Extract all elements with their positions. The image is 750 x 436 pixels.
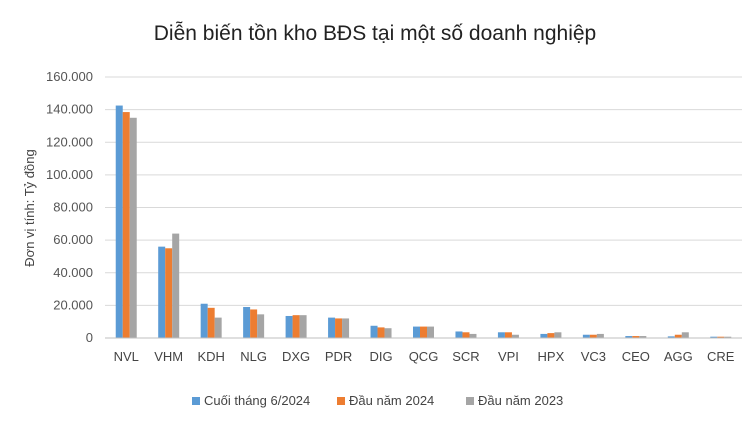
x-tick-label: QCG (409, 349, 439, 364)
bar-nlg-series-2 (250, 309, 258, 338)
bar-dig-series-2 (377, 327, 385, 338)
legend-label-1: Cuối tháng 6/2024 (204, 393, 310, 408)
bar-kdh-series-1 (200, 303, 208, 338)
y-tick-label: 160.000 (46, 69, 93, 84)
grid-layer (105, 76, 742, 306)
bar-vc3-series-3 (596, 333, 604, 338)
bar-pdr-series-1 (328, 317, 336, 338)
y-tick-label: 20.000 (53, 297, 93, 312)
bar-dxg-series-3 (299, 315, 307, 338)
bar-vc3-series-1 (582, 334, 590, 338)
legend-swatch-2 (337, 397, 345, 405)
bar-dig-series-1 (370, 325, 378, 338)
bar-cre-series-2 (717, 336, 725, 338)
bar-nvl-series-3 (129, 117, 137, 338)
legend-label-3: Đầu năm 2023 (478, 393, 563, 408)
bar-cre-series-1 (710, 336, 718, 338)
legend-swatch-3 (466, 397, 474, 405)
x-tick-label: VPI (498, 349, 519, 364)
bar-scr-series-3 (469, 333, 477, 338)
chart-title: Diễn biến tồn kho BĐS tại một số doanh n… (153, 22, 597, 45)
bar-ceo-series-2 (632, 336, 640, 338)
bar-hpx-series-2 (547, 333, 555, 338)
bar-vhm-series-1 (158, 246, 166, 338)
bar-agg-series-3 (681, 332, 689, 338)
bar-kdh-series-2 (207, 307, 215, 338)
y-tick-label: 60.000 (53, 232, 93, 247)
x-tick-label: DIG (369, 349, 392, 364)
bar-vhm-series-3 (172, 233, 180, 338)
x-tick-label: PDR (325, 349, 352, 364)
y-axis-label: Đơn vị tính: Tỷ đồng (22, 149, 37, 266)
x-tick-label: DXG (282, 349, 310, 364)
bar-dig-series-3 (384, 328, 392, 338)
y-tick-label: 0 (86, 330, 93, 345)
bar-nvl-series-2 (122, 112, 130, 339)
bar-nlg-series-3 (257, 314, 265, 338)
x-tick-label: CEO (622, 349, 650, 364)
bar-dxg-series-1 (285, 315, 293, 338)
bar-scr-series-2 (462, 332, 470, 338)
legend-swatch-1 (192, 397, 200, 405)
legend-label-2: Đầu năm 2024 (349, 393, 434, 408)
y-tick-label: 100.000 (46, 167, 93, 182)
x-tick-label: HPX (538, 349, 565, 364)
y-tick-label: 120.000 (46, 134, 93, 149)
axis-layer: 0 20.000 40.000 60.000 80.000 100.000 120.000 1… (46, 69, 742, 364)
bar-agg-series-1 (667, 336, 675, 338)
y-tick-label: 140.000 (46, 102, 93, 117)
y-tick-label: 40.000 (53, 265, 93, 280)
x-tick-label: NLG (240, 349, 267, 364)
bar-vpi-series-3 (511, 334, 519, 338)
y-tick-label: 80.000 (53, 200, 93, 215)
bar-vpi-series-1 (497, 332, 505, 338)
bar-qcg-series-3 (427, 326, 434, 338)
bar-scr-series-1 (455, 331, 463, 338)
x-tick-label: AGG (664, 349, 693, 364)
bar-agg-series-2 (674, 334, 682, 338)
bar-kdh-series-3 (214, 317, 222, 338)
x-tick-label: CRE (707, 349, 735, 364)
x-tick-label: SCR (452, 349, 479, 364)
bar-hpx-series-3 (554, 332, 562, 338)
bar-layer (115, 105, 732, 339)
x-tick-label: VHM (154, 349, 183, 364)
bar-qcg-series-2 (420, 326, 427, 338)
bar-ceo-series-1 (625, 336, 633, 338)
x-tick-label: NVL (114, 349, 139, 364)
bar-pdr-series-3 (342, 318, 350, 338)
x-tick-label: KDH (197, 349, 224, 364)
bar-ceo-series-3 (639, 336, 647, 338)
bar-dxg-series-2 (292, 315, 300, 338)
bar-nvl-series-1 (115, 105, 123, 338)
bar-vc3-series-2 (589, 334, 597, 338)
bar-nlg-series-1 (243, 307, 251, 338)
bar-hpx-series-1 (540, 333, 548, 338)
bar-vhm-series-2 (165, 248, 173, 338)
bar-cre-series-3 (724, 336, 732, 338)
bar-vpi-series-2 (504, 332, 512, 338)
bar-qcg-series-1 (413, 326, 420, 338)
x-tick-label: VC3 (581, 349, 606, 364)
legend: Cuối tháng 6/2024 Đầu năm 2024 Đầu năm 202… (192, 393, 563, 408)
bar-pdr-series-2 (335, 318, 343, 338)
